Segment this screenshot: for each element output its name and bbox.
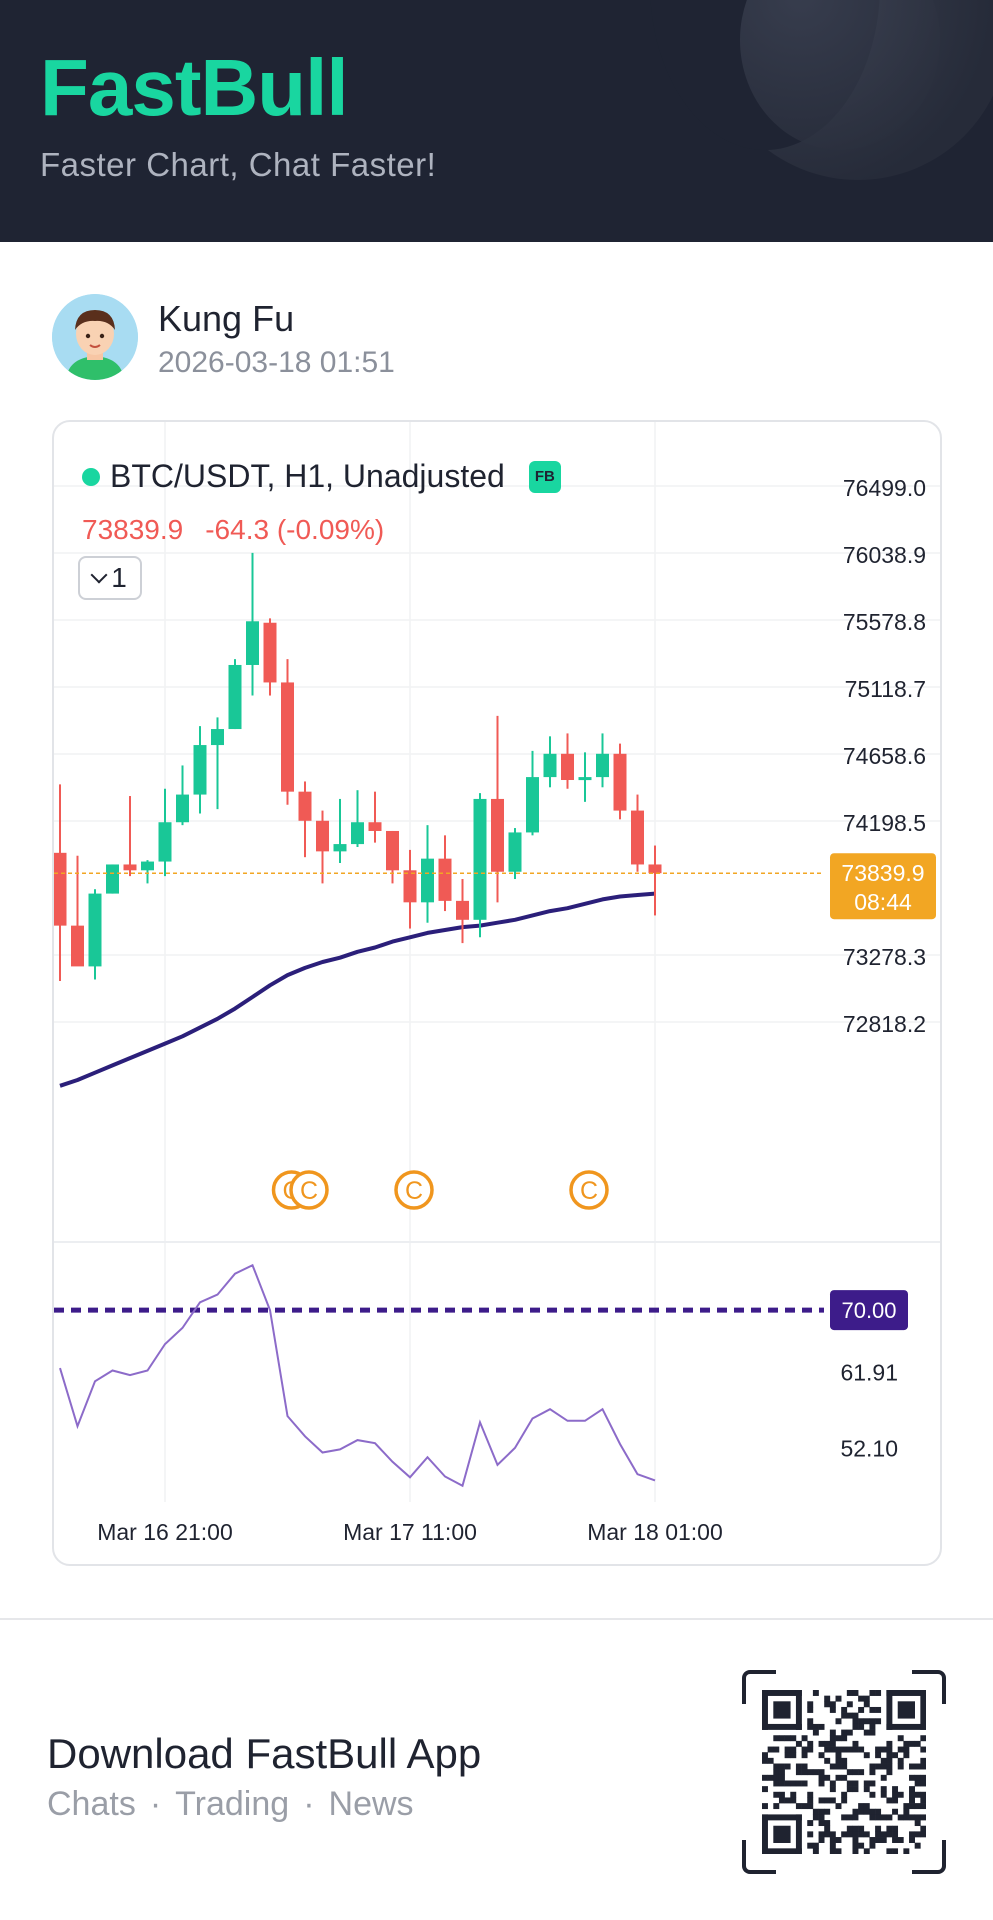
- x-tick-label: Mar 16 21:00: [97, 1519, 233, 1545]
- download-title[interactable]: Download FastBull App: [47, 1730, 482, 1777]
- candle-body: [403, 870, 417, 903]
- indicator-toggle-button[interactable]: 1: [78, 556, 142, 600]
- candle-body: [561, 753, 574, 781]
- candle-body: [263, 622, 277, 683]
- chart-symbol[interactable]: BTC/USDT, H1, Unadjusted: [110, 458, 505, 494]
- y-tick-label: 76499.0: [843, 475, 926, 501]
- candle-body: [351, 822, 364, 845]
- candle-body: [281, 682, 294, 792]
- qr-frame-corner: [742, 1840, 776, 1874]
- current-price-label: 73839.9: [841, 860, 924, 886]
- y-tick-label: 72818.2: [843, 1011, 926, 1037]
- y-tick-label: 76038.9: [843, 542, 926, 568]
- indicator-count: 1: [111, 562, 127, 593]
- event-marker-label: C: [580, 1177, 598, 1205]
- y-tick-label: 75578.8: [843, 609, 926, 635]
- candle-body: [438, 858, 452, 901]
- candle-body: [648, 864, 662, 874]
- candle-body: [421, 858, 434, 903]
- event-marker-label: C: [405, 1177, 423, 1205]
- candle-body: [386, 830, 399, 871]
- download-qr-code[interactable]: [742, 1670, 946, 1874]
- candle-body: [228, 664, 242, 730]
- feature-news: News: [328, 1785, 414, 1823]
- feature-trading: Trading: [175, 1785, 290, 1823]
- qr-frame-corner: [742, 1670, 776, 1704]
- candle-body: [578, 777, 592, 781]
- event-marker-label: C: [300, 1177, 318, 1205]
- y-tick-label: 73278.3: [843, 944, 926, 970]
- y-tick-label: 74198.5: [843, 810, 926, 836]
- username[interactable]: Kung Fu: [158, 298, 295, 339]
- x-tick-label: Mar 18 01:00: [587, 1519, 723, 1545]
- avatar-illustration-icon: [52, 294, 138, 380]
- candle-body: [193, 745, 207, 795]
- rsi-tick-label: 61.91: [840, 1360, 898, 1386]
- candle-body: [473, 798, 487, 920]
- chart-card[interactable]: 76499.0 76038.9 75578.8 75118.7 74658.6 74198…: [52, 420, 942, 1566]
- candle-body: [176, 794, 189, 823]
- download-features: Chats · Trading · News: [47, 1785, 414, 1824]
- rsi-level-tag: [830, 1290, 908, 1331]
- candle-body: [298, 791, 312, 821]
- candlestick-chart[interactable]: 76499.0 76038.9 75578.8 75118.7 74658.6 74198…: [54, 422, 942, 1566]
- event-marker-icon: [394, 1170, 434, 1210]
- fb-badge-icon: FB: [528, 460, 561, 493]
- price-change: -64.3 (-0.09%): [205, 514, 385, 545]
- candle-body: [631, 810, 644, 865]
- chart-symbol-row: BTC/USDT, H1, Unadjusted FB: [82, 458, 561, 495]
- moving-average-line: [59, 891, 656, 1088]
- feature-chats: Chats: [47, 1785, 136, 1823]
- y-tick-label: 75118.7: [845, 676, 926, 702]
- current-price-tag: [830, 853, 936, 920]
- candle-body: [526, 777, 539, 833]
- last-price: 73839.9: [82, 514, 184, 545]
- chevron-down-icon: [90, 566, 108, 584]
- candle-body: [491, 798, 504, 872]
- qr-code-icon: [762, 1690, 926, 1854]
- candle-body: [211, 729, 224, 746]
- candle-body: [508, 832, 522, 872]
- candle-body: [333, 844, 347, 852]
- countdown-label: 08:44: [854, 889, 912, 915]
- rsi-line: [59, 1263, 656, 1488]
- candle-body: [123, 864, 137, 871]
- candle-body: [71, 925, 84, 967]
- avatar[interactable]: [52, 294, 138, 380]
- candle-body: [246, 621, 259, 665]
- rsi-tick-label: 52.10: [840, 1436, 898, 1462]
- rsi-level-label: 70.00: [841, 1298, 896, 1323]
- candle-body: [316, 820, 329, 852]
- candle-body: [456, 900, 469, 920]
- candle-body: [54, 852, 67, 926]
- event-marker-icon: [289, 1170, 329, 1210]
- candle-body: [158, 822, 172, 862]
- feature-separator: ·: [303, 1785, 315, 1823]
- y-tick-label: 74658.6: [843, 743, 926, 769]
- candle-body: [88, 893, 102, 967]
- event-marker-icon: [569, 1170, 609, 1210]
- x-tick-label: Mar 17 11:00: [343, 1519, 477, 1545]
- candle-body: [543, 753, 557, 778]
- price-row: 73839.9 -64.3 (-0.09%): [82, 514, 384, 546]
- qr-frame-corner: [912, 1670, 946, 1704]
- candle-body: [106, 864, 119, 894]
- candle-body: [368, 822, 382, 831]
- footer-divider: [0, 1618, 993, 1620]
- qr-frame-corner: [912, 1840, 946, 1874]
- live-status-dot: [82, 467, 100, 486]
- candle-body: [613, 753, 627, 811]
- brand-tagline: Faster Chart, Chat Faster!: [40, 146, 437, 183]
- candle-body: [596, 753, 609, 778]
- app-header: FastBull Faster Chart, Chat Faster!: [0, 0, 993, 242]
- candle-body: [141, 861, 154, 871]
- post-timestamp: 2026-03-18 01:51: [158, 346, 395, 379]
- feature-separator: ·: [149, 1785, 162, 1823]
- brand-logo: FastBull: [40, 43, 349, 132]
